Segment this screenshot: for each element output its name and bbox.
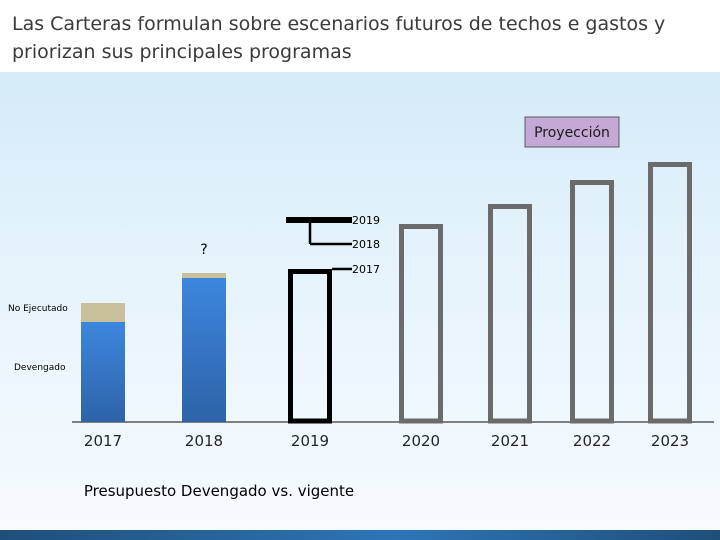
projection-label: Proyección	[534, 125, 610, 141]
unknown-value-marker: ?	[200, 242, 207, 258]
x-tick-label: 2022	[573, 432, 611, 450]
x-tick-label: 2017	[84, 432, 122, 450]
chart-title: Presupuesto Devengado vs. vigente	[84, 482, 354, 500]
x-tick-label: 2020	[402, 432, 440, 450]
x-tick-label: 2021	[491, 432, 529, 450]
vigente-bar-2020	[399, 224, 443, 424]
ceiling-label-2018: 2018	[352, 238, 380, 251]
ceiling-label-2019: 2019	[352, 214, 380, 227]
vigente-bar-2023	[648, 162, 692, 424]
footer-bar	[0, 530, 720, 540]
x-tick-label: 2023	[651, 432, 689, 450]
devengado-bar-2018	[182, 278, 226, 422]
x-tick-label: 2018	[185, 432, 223, 450]
devengado-label: Devengado	[14, 363, 66, 373]
projection-badge	[524, 116, 620, 148]
devengado-bar-2017	[81, 322, 125, 422]
vigente-bar-2021	[488, 204, 532, 424]
vigente-bar-2022	[570, 180, 614, 424]
slide-title: Las Carteras formulan sobre escenarios f…	[12, 13, 666, 63]
ceiling-label-2017: 2017	[352, 263, 380, 276]
x-tick-label: 2019	[291, 432, 329, 450]
no-ejecutado-bar-2018	[182, 273, 226, 278]
vigente-bar-2019	[288, 269, 332, 424]
chart-background	[0, 72, 720, 530]
no-ejecutado-label: No Ejecutado	[8, 304, 68, 314]
no-ejecutado-bar-2017	[81, 303, 125, 322]
